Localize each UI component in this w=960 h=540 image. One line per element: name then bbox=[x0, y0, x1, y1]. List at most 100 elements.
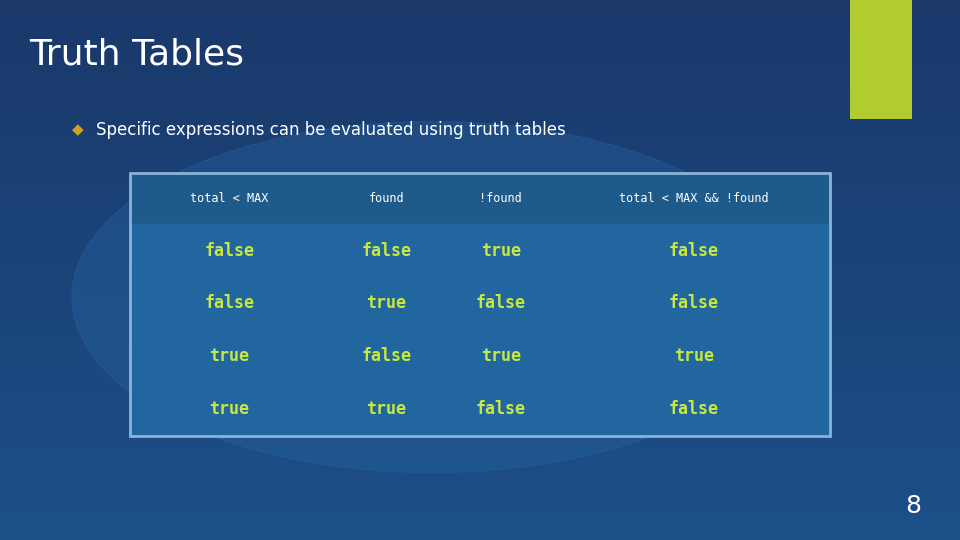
Bar bbox=[0, 373, 960, 378]
Bar bbox=[0, 497, 960, 502]
Bar bbox=[0, 108, 960, 113]
Bar bbox=[0, 470, 960, 475]
Bar bbox=[0, 367, 960, 373]
Bar bbox=[0, 135, 960, 140]
Bar bbox=[0, 232, 960, 238]
Bar bbox=[0, 400, 960, 405]
Bar bbox=[0, 454, 960, 459]
Bar bbox=[0, 216, 960, 221]
Bar bbox=[0, 281, 960, 286]
Bar bbox=[0, 394, 960, 400]
Bar bbox=[0, 335, 960, 340]
Bar bbox=[0, 513, 960, 518]
Bar bbox=[0, 427, 960, 432]
Text: Truth Tables: Truth Tables bbox=[29, 38, 244, 72]
Bar bbox=[0, 162, 960, 167]
Bar bbox=[0, 378, 960, 383]
Bar bbox=[0, 529, 960, 535]
Bar bbox=[0, 302, 960, 308]
Bar bbox=[0, 508, 960, 513]
Bar bbox=[0, 410, 960, 416]
Text: false: false bbox=[669, 294, 719, 313]
Bar bbox=[0, 119, 960, 124]
Bar bbox=[0, 524, 960, 529]
Text: true: true bbox=[209, 400, 250, 418]
Bar bbox=[0, 265, 960, 270]
Bar bbox=[0, 43, 960, 49]
Bar bbox=[0, 70, 960, 76]
Bar bbox=[0, 5, 960, 11]
Text: 8: 8 bbox=[905, 495, 922, 518]
Bar bbox=[0, 178, 960, 184]
Text: true: true bbox=[367, 400, 406, 418]
Bar bbox=[0, 308, 960, 313]
Bar bbox=[329, 224, 444, 277]
Bar bbox=[0, 27, 960, 32]
Bar bbox=[0, 11, 960, 16]
Bar bbox=[0, 362, 960, 367]
Text: true: true bbox=[674, 347, 714, 366]
Ellipse shape bbox=[72, 122, 792, 472]
Bar bbox=[0, 76, 960, 81]
Bar bbox=[0, 200, 960, 205]
Bar bbox=[0, 227, 960, 232]
Bar bbox=[0, 140, 960, 146]
Bar bbox=[444, 330, 558, 383]
Bar bbox=[0, 97, 960, 103]
Bar bbox=[130, 277, 329, 330]
Bar bbox=[0, 16, 960, 22]
Bar bbox=[0, 59, 960, 65]
Bar bbox=[130, 383, 329, 436]
Bar bbox=[0, 475, 960, 481]
Bar bbox=[0, 405, 960, 410]
Bar bbox=[444, 224, 558, 277]
Bar bbox=[0, 113, 960, 119]
Bar bbox=[444, 383, 558, 436]
Bar bbox=[0, 238, 960, 243]
Bar bbox=[329, 383, 444, 436]
Text: !found: !found bbox=[479, 192, 522, 205]
Bar bbox=[0, 151, 960, 157]
Bar bbox=[0, 103, 960, 108]
Bar bbox=[0, 292, 960, 297]
Bar bbox=[444, 173, 558, 224]
Bar bbox=[0, 351, 960, 356]
Bar bbox=[0, 340, 960, 346]
Bar bbox=[0, 448, 960, 454]
Bar bbox=[0, 184, 960, 189]
Bar bbox=[0, 22, 960, 27]
Bar bbox=[0, 329, 960, 335]
Bar bbox=[0, 243, 960, 248]
Bar bbox=[0, 432, 960, 437]
Bar bbox=[558, 173, 830, 224]
Bar bbox=[0, 518, 960, 524]
Bar bbox=[0, 443, 960, 448]
Text: true: true bbox=[367, 294, 406, 313]
Text: true: true bbox=[481, 241, 520, 260]
Bar bbox=[0, 324, 960, 329]
Bar bbox=[0, 194, 960, 200]
Bar bbox=[0, 502, 960, 508]
Bar bbox=[0, 356, 960, 362]
Bar bbox=[0, 38, 960, 43]
Bar bbox=[0, 437, 960, 443]
Bar bbox=[558, 383, 830, 436]
Bar bbox=[0, 0, 960, 5]
Bar bbox=[444, 277, 558, 330]
Text: total < MAX && !found: total < MAX && !found bbox=[619, 192, 769, 205]
Bar bbox=[329, 277, 444, 330]
Bar bbox=[0, 313, 960, 319]
Bar bbox=[558, 277, 830, 330]
Bar bbox=[0, 205, 960, 211]
Bar bbox=[0, 486, 960, 491]
Bar bbox=[0, 189, 960, 194]
Bar bbox=[0, 86, 960, 92]
Bar bbox=[0, 416, 960, 421]
Text: false: false bbox=[362, 241, 412, 260]
Bar bbox=[0, 389, 960, 394]
Bar bbox=[0, 254, 960, 259]
Bar bbox=[130, 224, 329, 277]
Bar bbox=[0, 297, 960, 302]
Bar bbox=[0, 319, 960, 324]
Bar bbox=[0, 124, 960, 130]
